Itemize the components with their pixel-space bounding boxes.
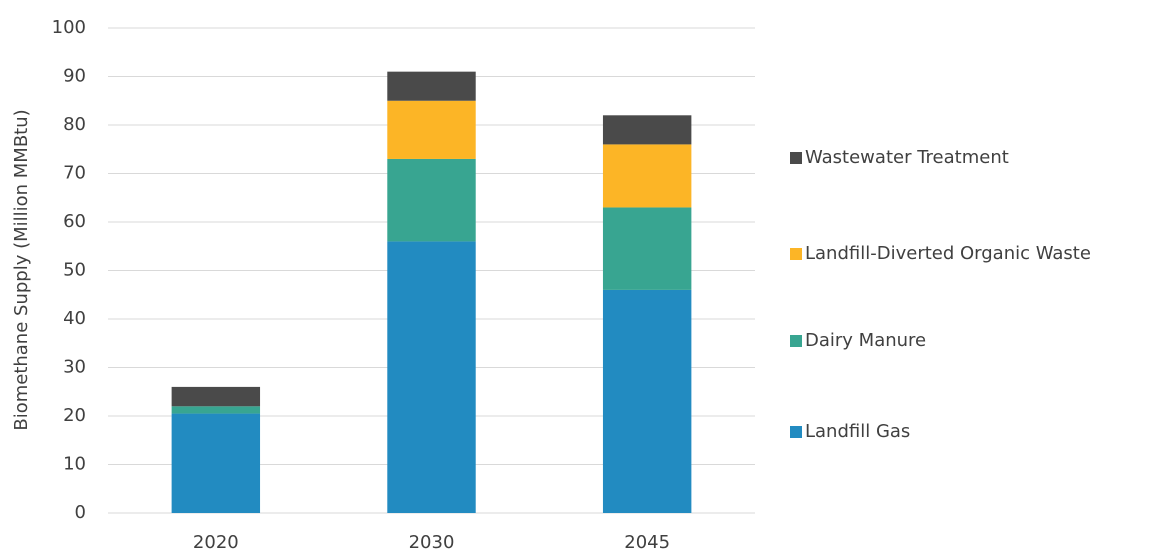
legend-label: Landfill-Diverted Organic Waste <box>805 243 1091 264</box>
bar-segment <box>171 386 261 407</box>
y-tick-label: 80 <box>63 114 86 135</box>
y-tick-label: 0 <box>75 502 86 523</box>
legend-swatch <box>790 248 802 260</box>
bar-segment <box>602 289 692 513</box>
x-tick-label: 2030 <box>409 532 455 553</box>
bar-segment <box>387 71 476 101</box>
y-tick-label: 30 <box>63 357 86 378</box>
legend-label: Dairy Manure <box>805 330 926 351</box>
legend-label: Landfill Gas <box>805 421 910 442</box>
y-tick-label: 10 <box>63 454 86 475</box>
bar-segment <box>602 144 692 208</box>
y-tick-label: 100 <box>52 17 86 38</box>
y-tick-label: 90 <box>63 66 86 87</box>
bar-segment <box>387 100 476 159</box>
y-axis-label: Biomethane Supply (Million MMBtu) <box>11 109 32 430</box>
x-tick-label: 2020 <box>193 532 239 553</box>
legend-swatch <box>790 335 802 347</box>
legend-label: Wastewater Treatment <box>805 147 1009 168</box>
bar-segment <box>171 406 261 414</box>
legend-swatch <box>790 152 802 164</box>
x-tick-label: 2045 <box>624 532 670 553</box>
bar-segment <box>602 115 692 145</box>
y-tick-label: 60 <box>63 211 86 232</box>
y-tick-label: 40 <box>63 308 86 329</box>
legend-swatch <box>790 426 802 438</box>
bar-segment <box>387 241 476 513</box>
bar-segment <box>602 207 692 290</box>
y-tick-label: 50 <box>63 260 86 281</box>
y-tick-label: 70 <box>63 163 86 184</box>
y-tick-label: 20 <box>63 405 86 426</box>
bar-segment <box>171 413 261 513</box>
bar-segment <box>387 158 476 242</box>
